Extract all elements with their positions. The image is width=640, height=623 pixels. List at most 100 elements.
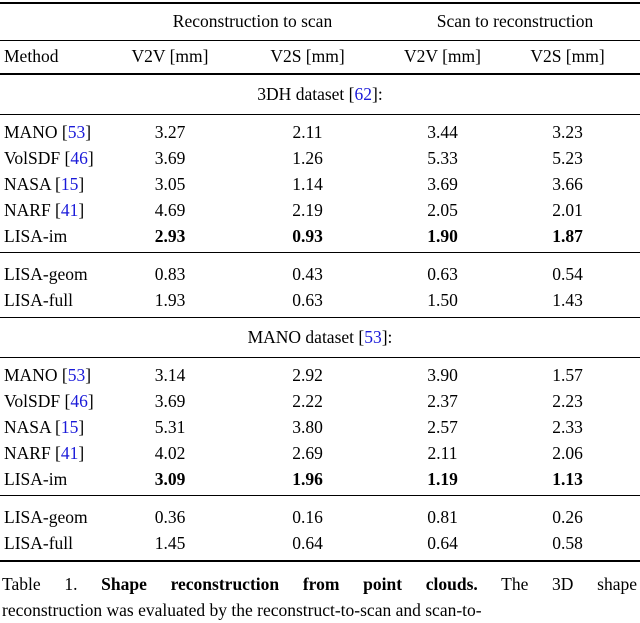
table-row-lisa-im: LISA-im 3.09 1.96 1.19 1.13 [0, 467, 640, 496]
cell-v2s-sr: 1.43 [552, 290, 583, 310]
cell-v2s-rs: 2.69 [292, 443, 323, 463]
caption-line-2-clipped: reconstruction was evaluated by the reco… [2, 600, 482, 620]
method-label: LISA-full [4, 290, 74, 310]
cell-v2v-rs: 4.69 [154, 200, 186, 220]
cell-v2s-sr: 3.66 [552, 174, 583, 194]
caption-tag: Table 1. [2, 574, 102, 594]
table-row: NASA [15] 5.31 3.80 2.57 2.33 [0, 415, 640, 441]
table-row-lisa-im: LISA-im 2.93 0.93 1.90 1.87 [0, 224, 640, 253]
cell-v2s-sr: 3.23 [552, 122, 583, 142]
method-label: LISA-geom [4, 264, 88, 284]
citation-bracket: ] [78, 443, 85, 463]
cell-v2s-sr: 2.06 [552, 443, 583, 463]
table-row: NARF [41] 4.02 2.69 2.11 2.06 [0, 441, 640, 467]
cell-v2s-rs: 2.22 [292, 391, 323, 411]
column-header-v2s-sr: V2S [mm] [530, 46, 605, 66]
caption-title: Shape reconstruction from point clouds. [101, 574, 478, 594]
cell-v2s-sr: 2.33 [552, 417, 583, 437]
caption-text: The 3D shape [477, 574, 637, 594]
citation-link[interactable]: 41 [60, 443, 79, 463]
method-label: NASA [ [4, 417, 61, 437]
cell-v2v-rs: 4.02 [154, 443, 186, 463]
citation-link[interactable]: 46 [70, 148, 88, 168]
table-row: LISA-full 1.45 0.64 0.64 0.58 [0, 531, 640, 562]
section-title-text: MANO dataset [ [247, 327, 365, 347]
method-label: LISA-im [4, 469, 68, 489]
citation-bracket: ] [87, 148, 94, 168]
cell-v2s-sr: 0.26 [552, 507, 583, 527]
column-header-method: Method [4, 46, 59, 66]
cell-v2v-sr: 3.44 [427, 122, 458, 142]
cell-v2s-rs: 0.63 [292, 290, 323, 310]
cell-v2v-sr: 2.11 [427, 443, 458, 463]
section-header-mano: MANO dataset [53]: [0, 317, 640, 358]
method-label: NARF [ [4, 200, 61, 220]
group-header-row: Reconstruction to scan Scan to reconstru… [0, 3, 640, 41]
section-title-suffix: ]: [372, 84, 383, 104]
method-label: MANO [ [4, 122, 68, 142]
cell-v2s-sr: 0.58 [552, 533, 583, 553]
method-label: VolSDF [ [4, 391, 71, 411]
method-label: LISA-full [4, 533, 74, 553]
citation-bracket: ] [87, 391, 94, 411]
table-caption: Table 1. Shape reconstruction from point… [2, 571, 637, 623]
cell-v2s-rs: 3.80 [292, 417, 323, 437]
cell-v2v-sr: 1.50 [427, 290, 458, 310]
cell-v2s-rs: 0.64 [292, 533, 323, 553]
citation-link[interactable]: 15 [60, 417, 79, 437]
citation-link[interactable]: 53 [67, 365, 86, 385]
cell-v2v-rs: 5.31 [154, 417, 186, 437]
cell-v2s-rs: 1.14 [292, 174, 323, 194]
section-title-suffix: ]: [381, 327, 393, 347]
cell-v2v-rs: 0.83 [154, 264, 186, 284]
cell-v2v-rs: 2.93 [154, 226, 186, 246]
cell-v2s-sr: 2.23 [552, 391, 583, 411]
cell-v2s-rs: 0.43 [292, 264, 323, 284]
cell-v2s-sr: 2.01 [552, 200, 583, 220]
method-label: NARF [ [4, 443, 61, 463]
cell-v2s-sr: 0.54 [552, 264, 583, 284]
citation-bracket: ] [78, 200, 85, 220]
table-row: MANO [53] 3.27 2.11 3.44 3.23 [0, 115, 640, 146]
citation-link[interactable]: 41 [60, 200, 79, 220]
cell-v2v-sr: 2.57 [427, 417, 458, 437]
cell-v2v-sr: 0.63 [427, 264, 458, 284]
cell-v2s-rs: 2.92 [292, 365, 323, 385]
group-header-spacer [0, 3, 115, 41]
method-label: NASA [ [4, 174, 61, 194]
cell-v2s-rs: 1.96 [292, 469, 323, 489]
table-row: MANO [53] 3.14 2.92 3.90 1.57 [0, 358, 640, 389]
group-header-reconstruction-to-scan: Reconstruction to scan [172, 11, 333, 31]
table-row: VolSDF [46] 3.69 2.22 2.37 2.23 [0, 389, 640, 415]
cell-v2v-rs: 1.93 [154, 290, 186, 310]
citation-link[interactable]: 46 [70, 391, 88, 411]
cell-v2v-rs: 3.14 [154, 365, 186, 385]
column-header-v2v-rs: V2V [mm] [131, 46, 209, 66]
cell-v2s-rs: 0.93 [292, 226, 323, 246]
cell-v2s-sr: 5.23 [552, 148, 583, 168]
citation-bracket: ] [85, 122, 92, 142]
caption-line-1: Table 1. Shape reconstruction from point… [2, 571, 637, 597]
cell-v2v-rs: 3.69 [154, 148, 186, 168]
citation-link[interactable]: 53 [67, 122, 86, 142]
cell-v2v-sr: 2.05 [427, 200, 458, 220]
citation-link[interactable]: 15 [60, 174, 79, 194]
cell-v2v-sr: 0.64 [427, 533, 458, 553]
citation-bracket: ] [78, 417, 85, 437]
method-label: LISA-geom [4, 507, 88, 527]
cell-v2v-rs: 3.27 [154, 122, 186, 142]
cell-v2s-sr: 1.87 [552, 226, 583, 246]
table-row: LISA-geom 0.36 0.16 0.81 0.26 [0, 495, 640, 531]
cell-v2v-sr: 2.37 [427, 391, 458, 411]
citation-link[interactable]: 62 [354, 84, 373, 104]
table-row: LISA-full 1.93 0.63 1.50 1.43 [0, 288, 640, 318]
cell-v2v-sr: 5.33 [427, 148, 458, 168]
table-row: NASA [15] 3.05 1.14 3.69 3.66 [0, 172, 640, 198]
cell-v2v-sr: 0.81 [427, 507, 458, 527]
citation-link[interactable]: 53 [364, 327, 382, 347]
cell-v2s-sr: 1.13 [552, 469, 583, 489]
method-label: MANO [ [4, 365, 68, 385]
section-header-3dh: 3DH dataset [62]: [0, 74, 640, 115]
cell-v2v-sr: 3.90 [427, 365, 458, 385]
cell-v2v-rs: 3.69 [154, 391, 186, 411]
